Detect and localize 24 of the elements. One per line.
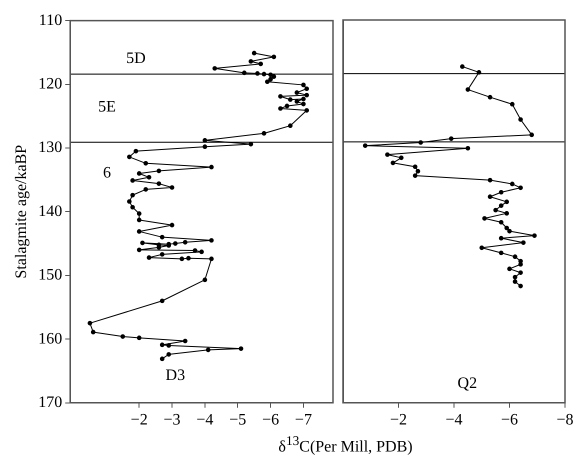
x-tick-label: −6 [500, 412, 518, 429]
annotation: Q2 [458, 374, 478, 392]
annotation: 5E [98, 98, 116, 116]
x-tick-label: −3 [164, 412, 181, 429]
y-tick-label: 130 [38, 139, 62, 156]
x-tick-label: −2 [390, 412, 408, 429]
annotation: D3 [166, 367, 186, 384]
y-axis-title: Stalagmite age/kaBP [12, 144, 30, 279]
x-tick-label: −4 [445, 412, 463, 429]
x-tick-label: −6 [262, 412, 280, 429]
y-tick-label: 140 [38, 202, 62, 220]
x-tick-label: −2 [130, 412, 148, 429]
annotation: 6 [102, 164, 111, 182]
x-tick-label: −4 [196, 412, 214, 429]
annotation: 5D [126, 50, 146, 68]
y-tick-label: 120 [38, 76, 62, 93]
x-tick-label: −5 [229, 412, 246, 429]
y-tick-label: 160 [38, 330, 62, 348]
x-axis-title: δ$^{13}$C(Per Mill, PDB) [277, 433, 414, 456]
y-tick-label: 150 [38, 266, 62, 284]
y-tick-label: 170 [38, 394, 62, 412]
x-tick-label: −8 [556, 412, 574, 429]
y-tick-label: 110 [38, 12, 62, 29]
x-tick-label: −7 [294, 412, 312, 429]
